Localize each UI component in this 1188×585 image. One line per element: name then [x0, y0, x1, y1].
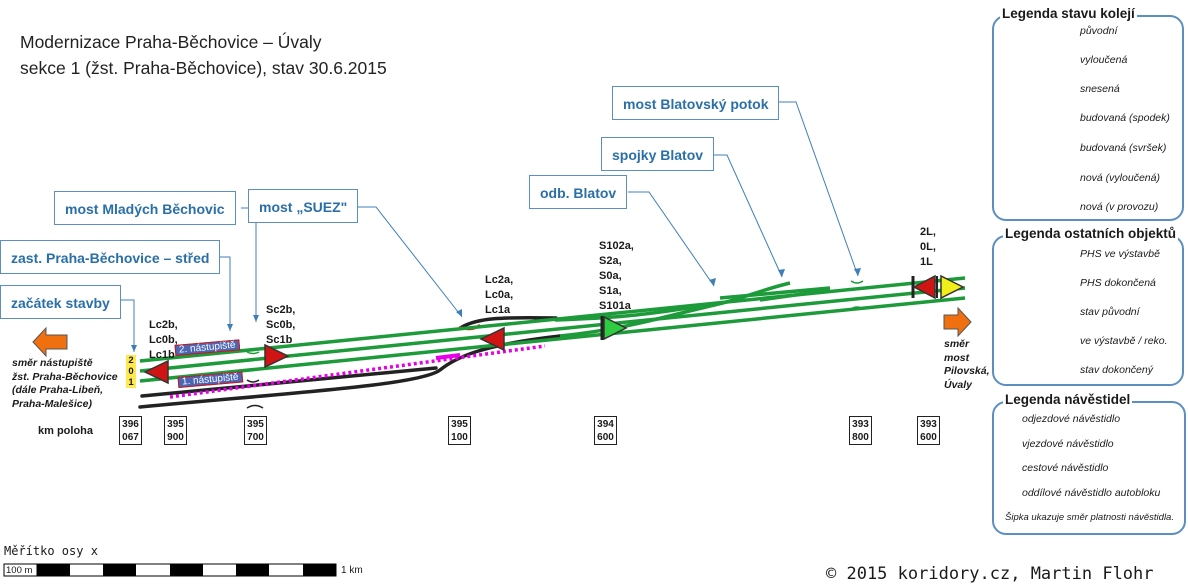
callout-zacatek-stavby: začátek stavby — [0, 285, 121, 319]
direction-label-right: směr most Pilovská, Úvaly — [944, 338, 990, 391]
legend-objects-box — [992, 235, 1184, 386]
km-post: 396 067 — [119, 416, 142, 445]
scale-start-label: 100 m — [6, 565, 33, 576]
legend-signal-note: Šipka ukazuje směr platnosti návěstidla. — [1005, 512, 1174, 523]
legend-track-item: vyloučená — [1080, 54, 1128, 66]
signal-label-l-group: 2L, 0L, 1L — [920, 226, 936, 268]
legend-tracks-box — [992, 15, 1184, 221]
km-post: 393 600 — [917, 416, 940, 445]
page-title-line1: Modernizace Praha-Běchovice – Úvaly — [20, 32, 322, 52]
legend-object-item: ve výstavbě / reko. — [1080, 335, 1168, 347]
legend-signal-item: oddílové návěstidlo autobloku — [1022, 487, 1161, 499]
signal-label-sc-b: Sc2b, Sc0b, Sc1b — [266, 304, 296, 346]
legend-signal-item: vjezdové návěstidlo — [1022, 438, 1114, 450]
scale-title: Měřítko osy x — [4, 544, 98, 558]
new-tracks — [139, 276, 966, 383]
legend-signals-title: Legenda návěstidel — [1003, 392, 1133, 407]
noise-barrier-solid — [435, 353, 461, 360]
legend-object-item: stav původní — [1080, 306, 1140, 318]
page-title-line2: sekce 1 (žst. Praha-Běchovice), stav 30.… — [20, 58, 387, 78]
track-number: 2 — [128, 355, 134, 366]
legend-track-item: nová (vyloučená) — [1080, 172, 1160, 184]
signal-s-group — [600, 315, 628, 341]
legend-track-item: budovaná (svršek) — [1080, 142, 1167, 154]
km-post: 395 900 — [164, 416, 187, 445]
signal-sc-b — [264, 343, 290, 369]
signal-l-group — [911, 274, 965, 300]
copyright: © 2015 koridory.cz, Martin Flohr — [826, 564, 1154, 584]
legend-object-item: stav dokončený — [1080, 364, 1153, 376]
scale-end-label: 1 km — [341, 565, 363, 576]
legend-track-item: původní — [1080, 25, 1118, 37]
direction-arrow-left — [32, 326, 68, 358]
km-label: km poloha — [38, 425, 94, 437]
legend-object-item: PHS dokončená — [1080, 277, 1156, 289]
direction-label-left: směr nástupiště žst. Praha-Běchovice (dá… — [12, 357, 118, 410]
direction-arrow-right — [943, 306, 972, 338]
km-post: 395 700 — [244, 416, 267, 445]
signal-label-lc-a: Lc2a, Lc0a, Lc1a — [485, 274, 514, 316]
signal-label-s-group: S102a, S2a, S0a, S1a, S101a — [599, 240, 634, 312]
legend-track-item: snesená — [1080, 83, 1120, 95]
legend-tracks-title: Legenda stavu kolejí — [1000, 6, 1137, 21]
km-post: 393 800 — [849, 416, 872, 445]
original-tracks — [138, 315, 562, 409]
track-number: 1 — [128, 377, 134, 388]
legend-signals-box — [992, 401, 1186, 535]
legend-signal-item: cestové návěstidlo — [1022, 462, 1109, 474]
legend-objects-title: Legenda ostatních objektů — [1003, 226, 1179, 241]
bridge-marks — [246, 280, 864, 355]
legend-track-item: budovaná (spodek) — [1080, 112, 1170, 124]
legend-signal-item: odjezdové návěstidlo — [1022, 413, 1121, 425]
callout-most-mladych-bechovic: most Mladých Běchovic — [54, 191, 236, 225]
scale-bar — [3, 563, 337, 577]
signal-lc-a — [479, 326, 505, 352]
signal-label-lc-b: Lc2b, Lc0b, Lc1b — [149, 319, 178, 361]
legend-object-item: PHS ve výstavbě — [1080, 248, 1160, 260]
callout-spojky-blatov: spojky Blatov — [601, 137, 715, 171]
signal-lc-b — [143, 359, 169, 385]
callout-zast-praha-bechovice-stred: zast. Praha-Běchovice – střed — [0, 240, 221, 274]
callout-most-suez: most „SUEZ" — [248, 189, 359, 223]
callout-most-blatovsky-potok: most Blatovský potok — [612, 86, 780, 120]
legend-track-item: nová (v provozu) — [1080, 201, 1159, 213]
track-numbers: 2 0 1 — [126, 355, 136, 388]
track-number: 0 — [128, 366, 134, 377]
km-post: 395 100 — [448, 416, 471, 445]
callout-odb-blatov: odb. Blatov — [529, 175, 628, 209]
km-post: 394 600 — [594, 416, 617, 445]
